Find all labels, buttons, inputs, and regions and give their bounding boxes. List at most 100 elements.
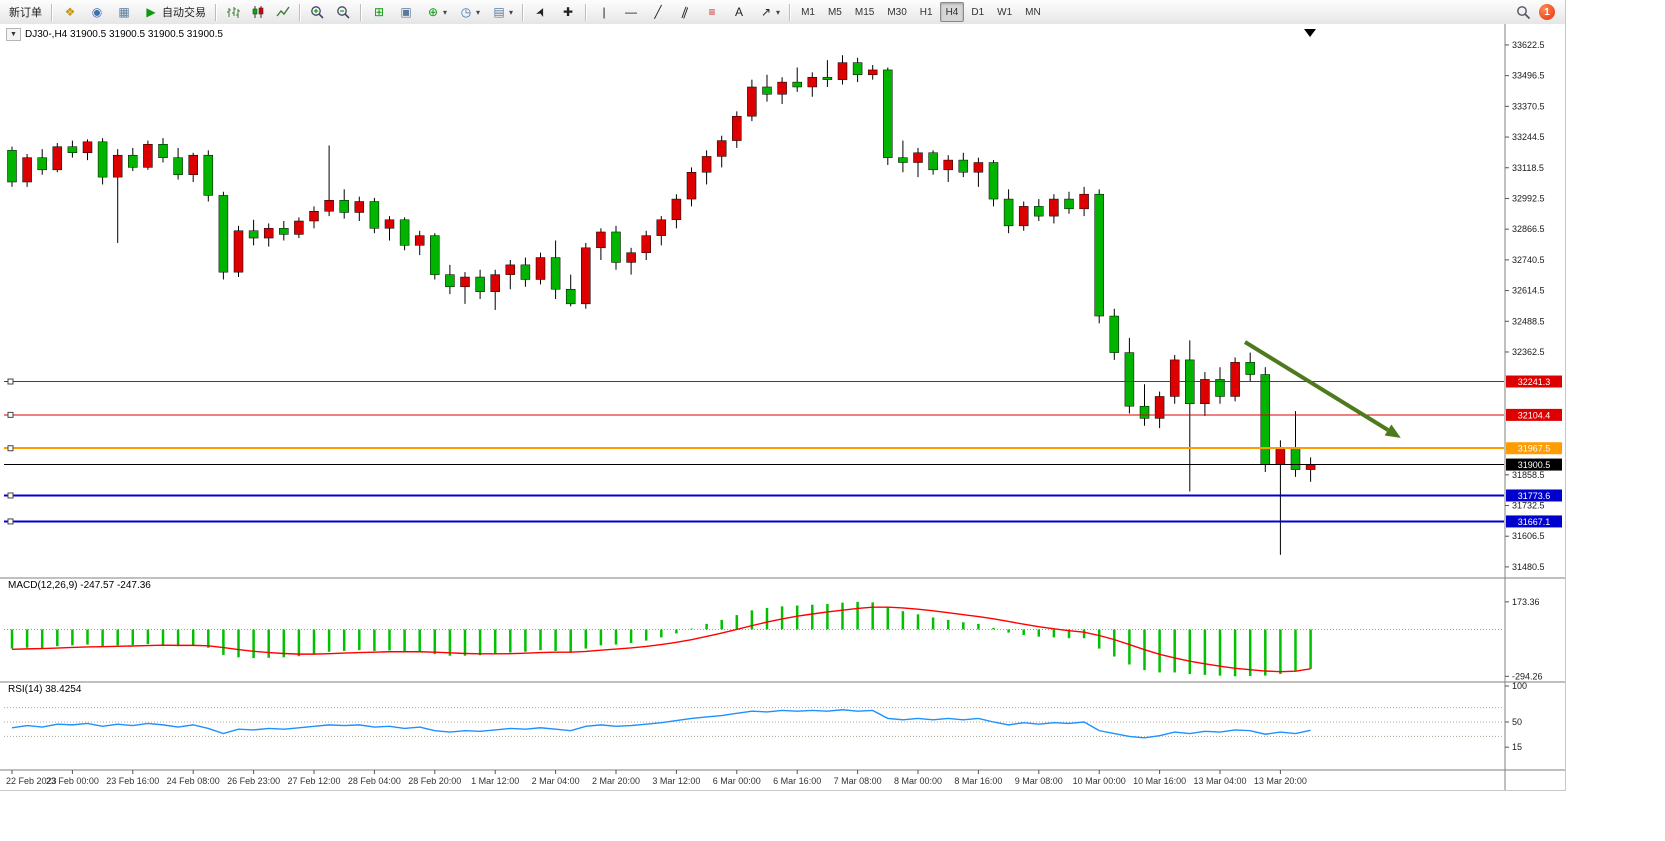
horizontal-line-button[interactable]: —	[618, 2, 644, 22]
timeframe-button-m15[interactable]: M15	[849, 2, 880, 22]
svg-text:31667.1: 31667.1	[1518, 517, 1551, 527]
market-watch-button[interactable]: ◉	[84, 2, 110, 22]
svg-text:2 Mar 04:00: 2 Mar 04:00	[532, 776, 580, 786]
market-watch-icon: ◉	[91, 5, 103, 19]
line-anchor-handle	[7, 492, 14, 499]
horizontal-line[interactable]: 31773.6	[4, 489, 1562, 502]
svg-text:24 Feb 08:00: 24 Feb 08:00	[167, 776, 220, 786]
timeframe-button-h1[interactable]: H1	[914, 2, 939, 22]
terminal-button[interactable]: ▦	[111, 2, 137, 22]
trend-arrow-annotation[interactable]	[1243, 340, 1401, 438]
svg-text:10 Mar 16:00: 10 Mar 16:00	[1133, 776, 1186, 786]
equidistant-channel-icon: ∥	[679, 4, 691, 20]
horizontal-line[interactable]: 32241.3	[4, 375, 1562, 388]
charts-button[interactable]: ❖	[57, 2, 83, 22]
timeframe-button-mn[interactable]: MN	[1019, 2, 1047, 22]
svg-text:33244.5: 33244.5	[1512, 132, 1545, 142]
bar-chart-button[interactable]	[221, 2, 245, 22]
svg-text:32614.5: 32614.5	[1512, 286, 1545, 296]
timeframe-button-m1[interactable]: M1	[795, 2, 821, 22]
new-order-button[interactable]: 新订单	[4, 2, 47, 22]
svg-text:3 Mar 12:00: 3 Mar 12:00	[652, 776, 700, 786]
cursor-button[interactable]: ➤	[528, 2, 554, 22]
text-tool-icon: A	[735, 5, 744, 19]
svg-text:13 Mar 20:00: 13 Mar 20:00	[1254, 776, 1307, 786]
trendline-button[interactable]: ╱	[645, 2, 671, 22]
new-chart-button[interactable]: ⊕ ▾	[420, 2, 452, 22]
periods-button[interactable]: ◷ ▾	[453, 2, 485, 22]
chart-canvas[interactable]: 33622.5 33496.5 33370.5 33244.5 33118.5 32992…	[0, 24, 1565, 790]
horizontal-line[interactable]: 31667.1	[4, 515, 1562, 528]
toolbar-separator	[522, 3, 525, 21]
svg-text:28 Feb 20:00: 28 Feb 20:00	[408, 776, 461, 786]
vertical-line-button[interactable]: |	[591, 2, 617, 22]
chart-collapse-button[interactable]: ▼	[6, 28, 21, 41]
notifications-badge[interactable]: 1	[1539, 4, 1555, 20]
candlestick-chart-button[interactable]	[246, 2, 270, 22]
price-axis[interactable]: 33622.5 33496.5 33370.5 33244.5 33118.5 32992…	[1505, 40, 1545, 572]
timeframe-button-h4[interactable]: H4	[939, 2, 965, 22]
chart-shift-marker[interactable]	[1304, 29, 1316, 37]
svg-text:13 Mar 04:00: 13 Mar 04:00	[1193, 776, 1246, 786]
price-tag	[1506, 458, 1562, 471]
channel-button[interactable]: ∥	[672, 2, 698, 22]
bar-chart-icon	[227, 7, 240, 18]
line-anchor-handle	[7, 411, 14, 418]
timeframe-button-w1[interactable]: W1	[991, 2, 1018, 22]
svg-text:31480.5: 31480.5	[1512, 562, 1545, 572]
toolbar-separator	[215, 3, 217, 21]
search-button[interactable]	[1511, 2, 1536, 22]
arrows-tool-button[interactable]: ↗ ▾	[753, 2, 785, 22]
macd-panel[interactable]: 173.36 -294.26	[4, 597, 1543, 681]
candles-layer[interactable]	[7, 55, 1316, 555]
zoom-in-icon	[311, 5, 324, 19]
timeframe-button-m5[interactable]: M5	[822, 2, 848, 22]
fibonacci-button[interactable]: ≡	[699, 2, 725, 22]
price-tag	[1506, 489, 1562, 502]
timeframe-button-d1[interactable]: D1	[965, 2, 990, 22]
horizontal-line[interactable]: 31967.5	[4, 442, 1562, 455]
rsi-panel[interactable]: 100 50 15	[4, 681, 1527, 752]
arrange-windows-button[interactable]: ▣	[393, 2, 419, 22]
terminal-icon: ▦	[118, 5, 130, 19]
zoom-out-icon	[337, 5, 350, 19]
search-icon	[1517, 5, 1531, 19]
tile-windows-icon: ⊞	[373, 5, 385, 19]
svg-text:32362.5: 32362.5	[1512, 347, 1545, 357]
svg-text:23 Feb 00:00: 23 Feb 00:00	[46, 776, 99, 786]
text-tool-button[interactable]: A	[726, 2, 752, 22]
timeframe-button-m30[interactable]: M30	[881, 2, 912, 22]
svg-text:33118.5: 33118.5	[1512, 163, 1544, 173]
tile-windows-button[interactable]: ⊞	[366, 2, 392, 22]
toolbar-separator	[360, 3, 362, 21]
horizontal-line[interactable]: 32104.4	[4, 408, 1562, 421]
bid-price-line[interactable]: 31900.5	[4, 458, 1562, 471]
svg-text:7 Mar 08:00: 7 Mar 08:00	[834, 776, 882, 786]
line-anchor-handle	[7, 378, 14, 385]
svg-text:31967.5: 31967.5	[1518, 444, 1551, 454]
svg-text:28 Feb 04:00: 28 Feb 04:00	[348, 776, 401, 786]
fibonacci-icon: ≡	[708, 5, 716, 19]
svg-text:32488.5: 32488.5	[1512, 316, 1545, 326]
new-chart-icon: ⊕	[427, 5, 439, 19]
svg-text:31900.5: 31900.5	[1518, 460, 1551, 470]
svg-text:27 Feb 12:00: 27 Feb 12:00	[287, 776, 340, 786]
trendline-icon: ╱	[654, 5, 662, 19]
toolbar-separator	[299, 3, 301, 21]
price-tag	[1506, 408, 1562, 421]
svg-text:8 Mar 00:00: 8 Mar 00:00	[894, 776, 942, 786]
line-anchor-handle	[7, 445, 14, 452]
candlestick-icon	[252, 6, 264, 18]
zoom-in-button[interactable]	[305, 2, 330, 22]
svg-text:32992.5: 32992.5	[1512, 193, 1545, 203]
templates-dropdown-icon: ▾	[509, 7, 514, 17]
line-chart-button[interactable]	[271, 2, 295, 22]
auto-trading-button[interactable]: ▶ 自动交易	[138, 2, 211, 22]
templates-icon: ▤	[493, 5, 505, 19]
timeframe-group: M1 M5 M15 M30 H1 H4 D1 W1 MN	[795, 2, 1047, 22]
zoom-out-button[interactable]	[331, 2, 356, 22]
crosshair-button[interactable]: ✚	[555, 2, 581, 22]
templates-button[interactable]: ▤ ▾	[486, 2, 518, 22]
charts-icon: ❖	[64, 5, 76, 19]
